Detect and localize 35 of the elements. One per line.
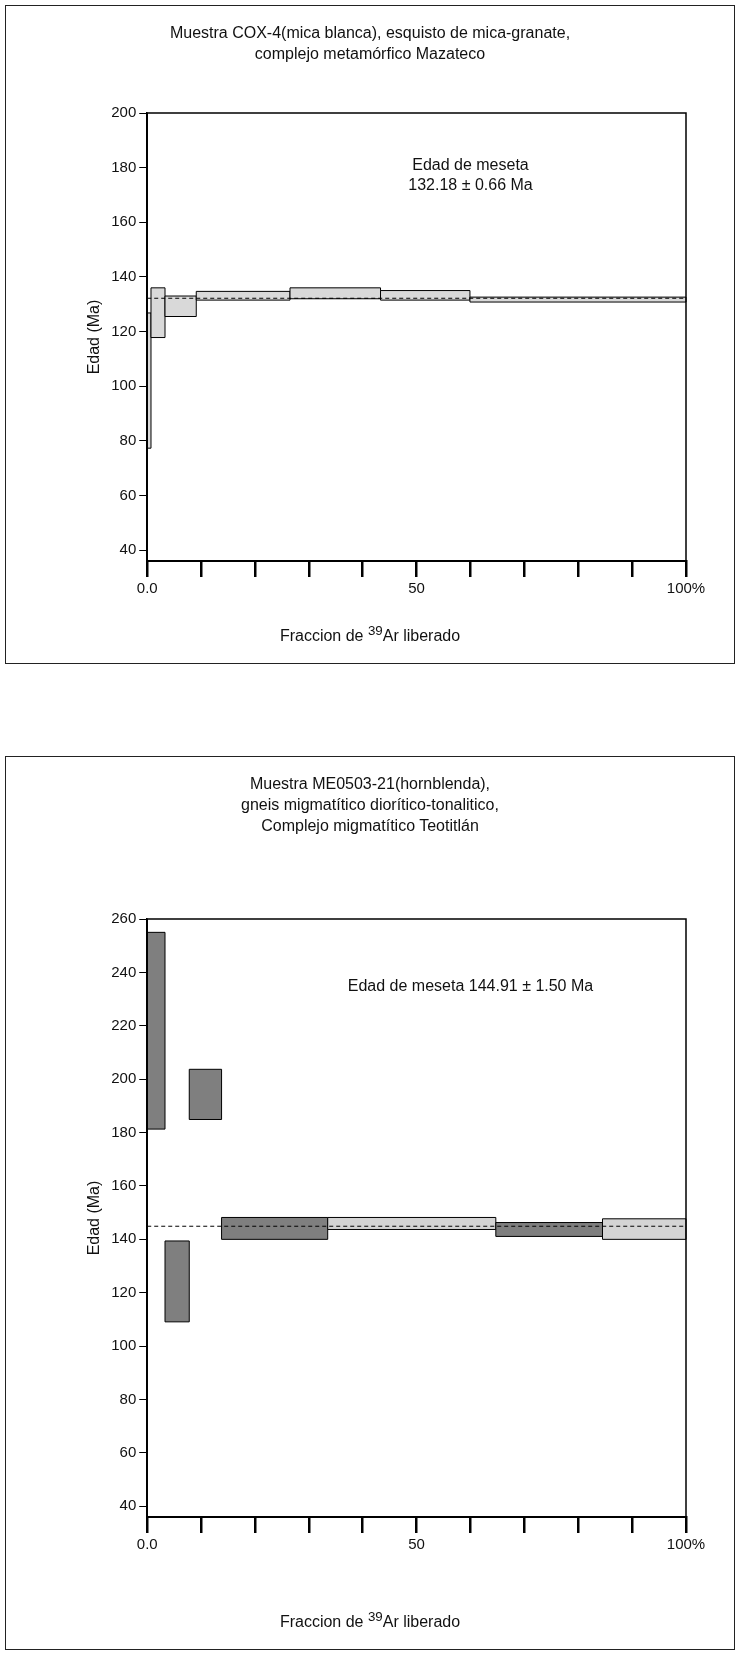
y-tick-label: 60	[119, 1443, 137, 1461]
y-tick-label: 100	[111, 376, 137, 394]
x-tick-label: 100%	[666, 1535, 706, 1553]
y-tick-label: 160	[111, 212, 137, 230]
y-tick-label: 240	[111, 962, 137, 980]
x-tick-label: 0.0	[136, 579, 158, 597]
y-axis-title: Edad (Ma)	[85, 299, 103, 375]
x-tick-label: 50	[408, 579, 425, 597]
chart-title: Muestra ME0503-21(hornblenda), gneis migmatítico diorítico-tonalitico, Complejo migmatítico Teotitlán	[240, 774, 500, 836]
y-tick-label: 140	[111, 267, 137, 285]
y-tick-label: 80	[119, 430, 137, 448]
y-tick-label: 160	[111, 1176, 137, 1194]
y-tick-label: 140	[111, 1229, 137, 1247]
x-tick-label: 0.0	[136, 1535, 158, 1553]
x-axis-title: Fraccion de $^{39}$Ar liberado	[278, 1608, 462, 1631]
y-tick-label: 80	[119, 1389, 137, 1407]
y-tick-label: 100	[111, 1336, 137, 1354]
y-tick-label: 120	[111, 321, 137, 339]
x-axis-title: Fraccion de $^{39}$Ar liberado	[278, 622, 462, 645]
y-tick-label: 220	[111, 1015, 137, 1033]
y-tick-label: 180	[111, 1122, 137, 1140]
annotation: Edad de meseta 144.91 ± 1.50 Ma	[347, 977, 594, 995]
y-axis-title: Edad (Ma)	[85, 1180, 103, 1256]
x-tick-label: 100%	[666, 579, 706, 597]
x-tick-label: 50	[408, 1535, 425, 1553]
y-tick-label: 120	[111, 1282, 137, 1300]
y-tick-label: 260	[111, 909, 137, 927]
y-tick-label: 180	[111, 157, 137, 175]
y-tick-label: 40	[119, 540, 137, 558]
annotation: Edad de meseta 132.18 ± 0.66 Ma	[408, 156, 533, 194]
y-tick-label: 40	[119, 1496, 137, 1514]
chart-title: Muestra COX-4(mica blanca), esquisto de mica-granate, complejo metamórfico Mazateco	[168, 23, 572, 64]
y-tick-label: 60	[119, 485, 137, 503]
y-tick-label: 200	[111, 103, 137, 121]
y-tick-label: 200	[111, 1069, 137, 1087]
